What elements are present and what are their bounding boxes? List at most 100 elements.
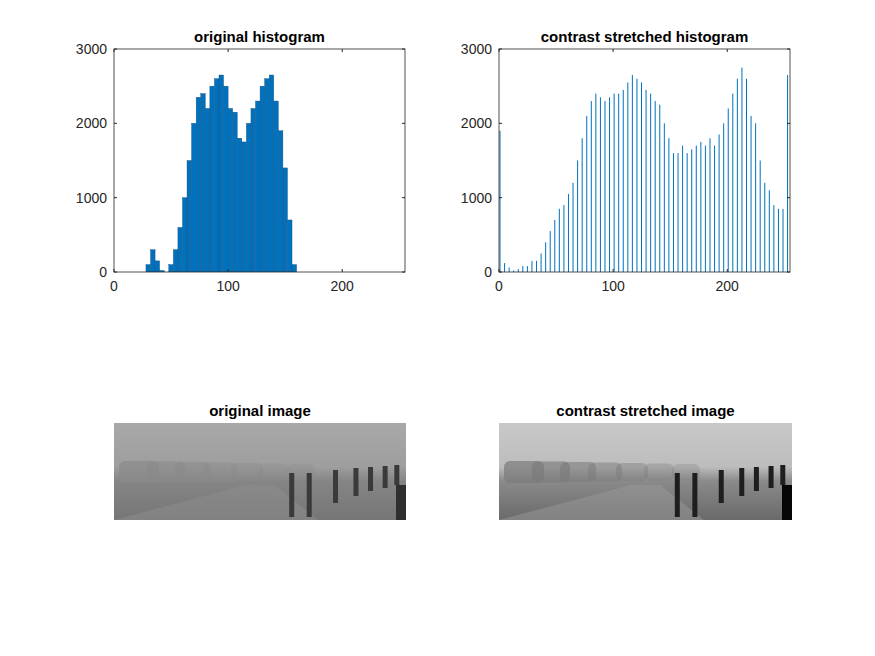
road <box>114 485 318 520</box>
bar <box>178 227 183 272</box>
post <box>719 470 724 503</box>
bar <box>527 266 528 272</box>
bar <box>783 209 784 272</box>
y-tick <box>114 197 117 198</box>
post <box>353 468 358 496</box>
bar <box>260 86 265 272</box>
bar <box>787 75 788 272</box>
image-area <box>499 423 792 520</box>
background <box>0 0 875 656</box>
bar <box>741 68 742 272</box>
post <box>754 467 759 491</box>
y-tick <box>402 123 405 124</box>
bar <box>778 209 779 272</box>
bar <box>714 146 715 272</box>
bar <box>233 112 238 272</box>
x-tick-label: 100 <box>601 278 625 294</box>
car <box>616 463 648 481</box>
bar <box>664 123 665 272</box>
x-tick <box>613 49 614 52</box>
bar <box>192 123 197 272</box>
bar <box>531 261 532 272</box>
y-tick <box>402 49 405 50</box>
bar <box>274 101 279 272</box>
figure: 01002000100020003000original histogram01… <box>0 0 875 656</box>
y-tick-label: 1000 <box>461 190 492 206</box>
post <box>383 466 388 488</box>
bar <box>773 205 774 272</box>
bar <box>246 123 251 272</box>
post <box>739 468 744 496</box>
post <box>368 467 373 491</box>
bar <box>705 146 706 272</box>
bar <box>728 108 729 272</box>
bar <box>600 97 601 272</box>
title: contrast stretched histogram <box>541 28 749 45</box>
post <box>333 470 338 503</box>
bar <box>614 94 615 272</box>
x-tick <box>727 269 728 272</box>
bar <box>577 161 578 273</box>
bar <box>732 94 733 272</box>
bar <box>169 265 174 272</box>
x-tick <box>613 269 614 272</box>
bar <box>518 269 519 272</box>
y-tick <box>787 49 790 50</box>
y-tick <box>114 49 117 50</box>
bar <box>219 75 224 272</box>
bar <box>691 149 692 272</box>
bar <box>696 146 697 272</box>
post <box>289 473 294 517</box>
axes: 01002000100020003000 <box>461 41 790 294</box>
bar <box>500 131 501 272</box>
bar <box>659 105 660 272</box>
y-tick-label: 0 <box>99 264 107 280</box>
bar <box>760 161 761 273</box>
plot-area <box>114 49 405 272</box>
bar <box>214 79 219 272</box>
bar <box>609 97 610 272</box>
bar <box>655 101 656 272</box>
bar <box>278 131 283 272</box>
bar <box>287 220 292 272</box>
image <box>499 423 792 520</box>
bar <box>522 266 523 272</box>
bar <box>504 263 505 272</box>
bar <box>283 168 288 272</box>
bar <box>292 265 297 272</box>
bar <box>173 250 178 272</box>
y-tick <box>402 197 405 198</box>
plot-area <box>499 49 790 272</box>
bar <box>242 142 247 272</box>
bar <box>636 79 637 272</box>
bar <box>604 101 605 272</box>
y-tick <box>402 272 405 273</box>
bar <box>151 250 156 272</box>
car <box>259 464 289 481</box>
bar <box>723 123 724 272</box>
bar <box>687 153 688 272</box>
bar <box>591 101 592 272</box>
bar <box>251 108 256 272</box>
x-tick <box>342 49 343 52</box>
y-tick-label: 0 <box>484 264 492 280</box>
bar <box>205 108 210 272</box>
bar <box>646 90 647 272</box>
post <box>675 473 680 517</box>
post <box>780 465 785 485</box>
bar <box>196 97 201 272</box>
bar <box>764 183 765 272</box>
y-tick-label: 2000 <box>76 115 107 131</box>
image <box>114 423 406 520</box>
y-tick <box>114 272 117 273</box>
bar <box>265 79 270 272</box>
bar <box>682 146 683 272</box>
bar <box>769 190 770 272</box>
bar <box>632 75 633 272</box>
bar <box>201 94 206 272</box>
bar <box>256 101 261 272</box>
bar <box>719 134 720 272</box>
bar <box>536 261 537 272</box>
bar <box>709 138 710 272</box>
axes-frame <box>499 49 790 272</box>
